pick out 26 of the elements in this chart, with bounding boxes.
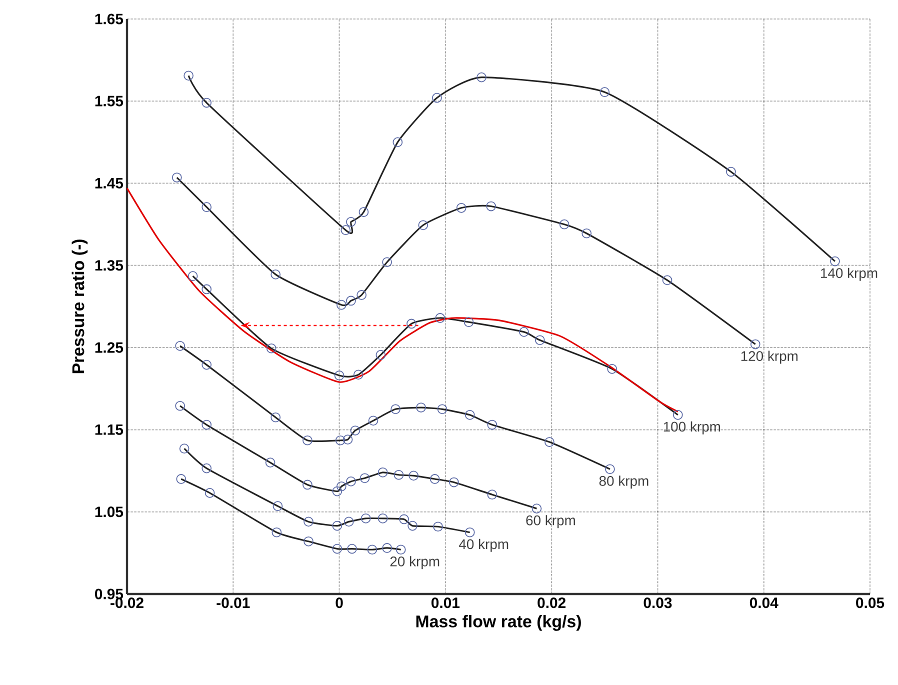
y-tick-label: 1.35 [95, 260, 124, 271]
series-label: 100 krpm [664, 421, 720, 434]
x-tick-label: -0.01 [216, 598, 250, 608]
series-label: 120 krpm [741, 350, 798, 364]
x-axis-title: Mass flow rate (kg/s) [416, 614, 581, 631]
series-label: 80 krpm [599, 476, 648, 489]
x-tick-label: 0.01 [431, 598, 460, 608]
y-tick-label: 1.25 [95, 342, 124, 353]
y-tick-label: 1.65 [95, 14, 124, 24]
series-label: 20 krpm [390, 556, 440, 570]
series-label: 40 krpm [458, 538, 508, 552]
series-label: 60 krpm [526, 515, 575, 528]
line-series [126, 187, 679, 412]
series-label: 140 krpm [820, 268, 878, 281]
y-tick-label: 1.45 [95, 178, 124, 188]
y-tick-label: 0.95 [95, 588, 124, 600]
y-axis-title: Pressure ratio (-) [72, 240, 88, 374]
x-tick-label: 0.03 [644, 598, 672, 608]
y-tick-label: 1.05 [95, 506, 124, 518]
x-tick-label: 0 [336, 598, 343, 608]
x-tick-label: 0.02 [538, 598, 566, 608]
y-tick-label: 1.55 [95, 96, 124, 106]
y-tick-label: 1.15 [95, 424, 124, 435]
x-tick-label: 0.05 [856, 598, 884, 608]
x-tick-label: -0.02 [110, 598, 144, 608]
x-tick-label: 0.04 [750, 598, 778, 608]
